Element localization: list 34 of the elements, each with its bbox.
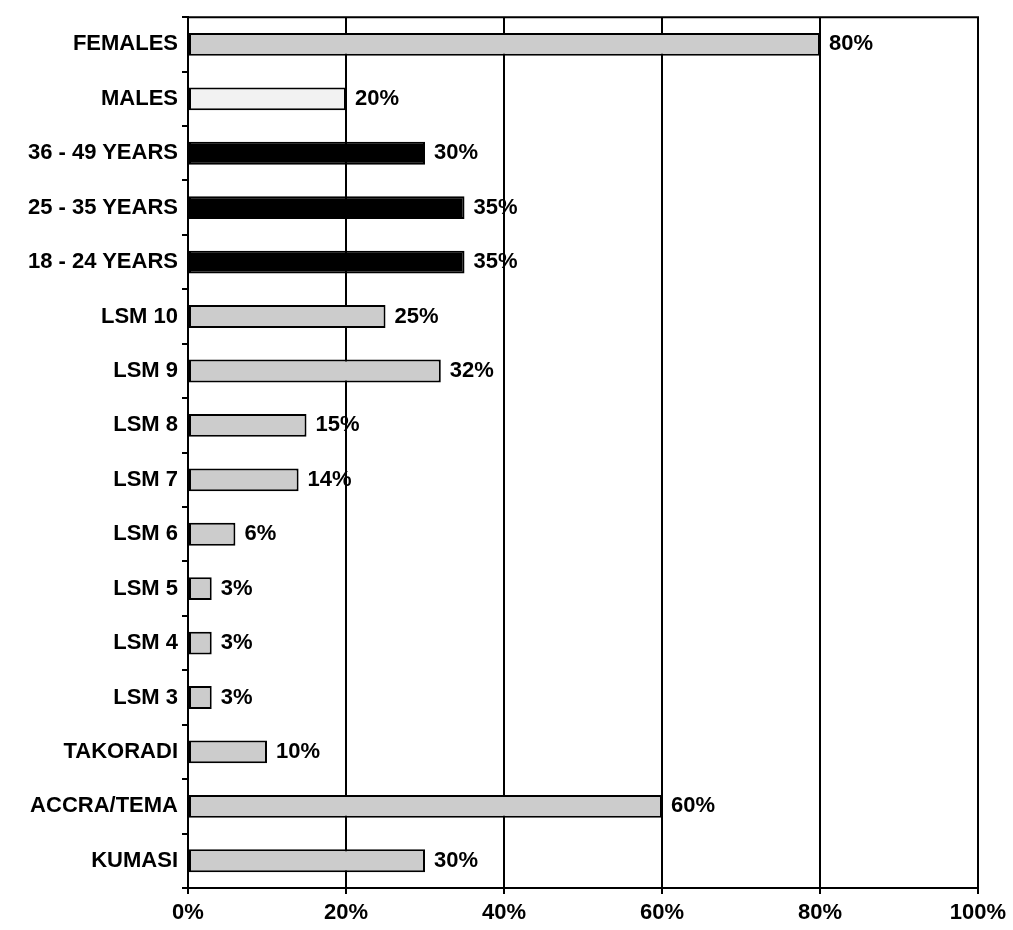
data-label: 10% — [276, 738, 321, 763]
y-tick-label: LSM 9 — [113, 357, 178, 383]
data-label: 3% — [220, 683, 253, 709]
x-tick-label: 100% — [949, 899, 1007, 925]
x-tick-label: 40% — [481, 899, 527, 925]
y-tick-label: TAKORADI — [63, 738, 178, 763]
data-label: 3% — [220, 574, 253, 600]
x-tick-label: 80% — [797, 899, 843, 925]
x-tick-label: 20% — [323, 899, 369, 925]
y-tick-label: LSM 6 — [113, 520, 178, 546]
y-tick-label: LSM 3 — [113, 683, 178, 709]
data-label: 6% — [244, 520, 277, 546]
y-tick-label: LSM 4 — [113, 629, 179, 655]
y-tick-label: LSM 7 — [113, 465, 178, 491]
data-label: 30% — [434, 846, 479, 872]
y-tick-label: LSM 10 — [100, 302, 178, 328]
y-tick-label: FEMALES — [72, 30, 178, 56]
x-tick-label: 0% — [172, 899, 204, 925]
data-label: 3% — [220, 629, 253, 655]
data-label: 32% — [449, 357, 494, 383]
data-label: 30% — [434, 139, 479, 165]
y-tick-label: LSM 8 — [113, 411, 178, 437]
y-tick-label: 18 - 24 YEARS — [27, 248, 178, 274]
data-label: 60% — [671, 792, 716, 818]
y-tick-label: LSM 5 — [113, 574, 178, 600]
data-label: 80% — [829, 30, 874, 56]
y-tick-label: 25 - 35 YEARS — [27, 193, 178, 219]
y-tick-label: ACCRA/TEMA — [30, 792, 179, 818]
x-tick-label: 60% — [639, 899, 685, 925]
y-tick-label: KUMASI — [91, 846, 178, 872]
data-label: 20% — [355, 84, 400, 110]
y-tick-label: 36 - 49 YEARS — [27, 139, 178, 165]
data-label: 25% — [394, 302, 439, 328]
y-tick-label: MALES — [101, 84, 178, 110]
